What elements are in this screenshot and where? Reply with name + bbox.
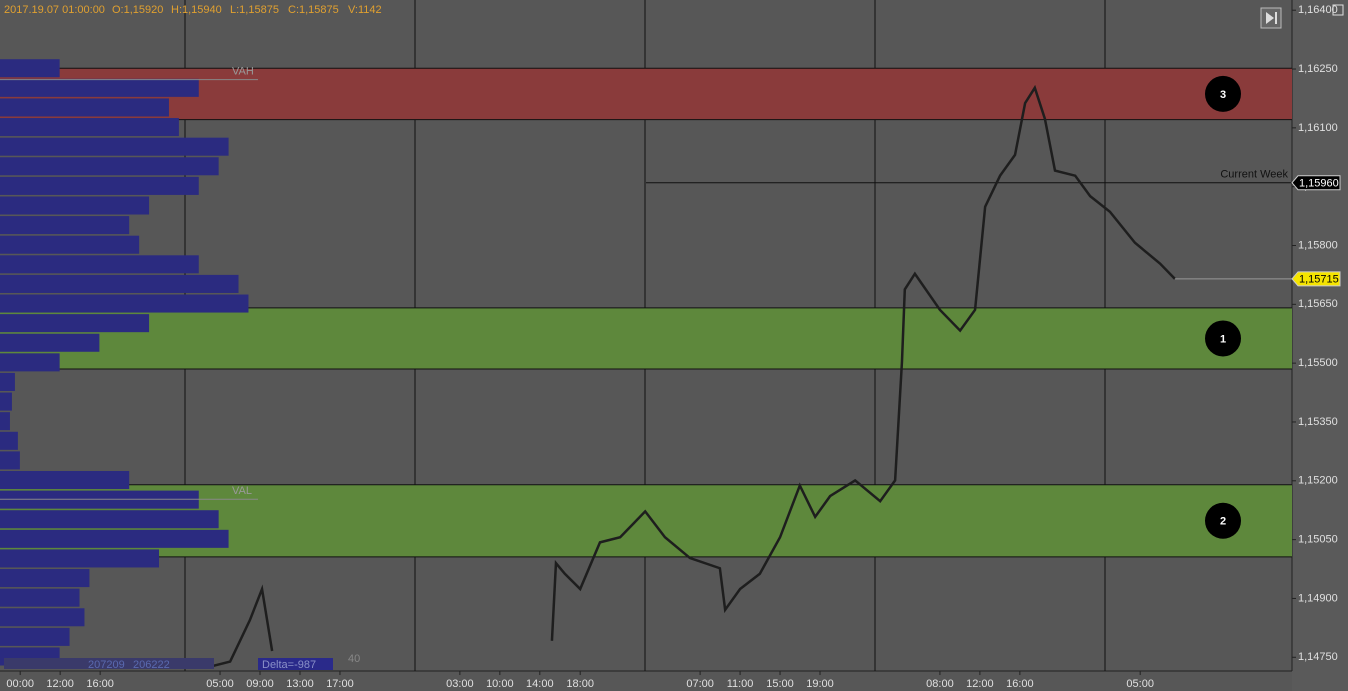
zone — [0, 307, 1292, 370]
profile-bar — [0, 510, 219, 529]
profile-bar — [0, 274, 239, 293]
x-tick-label: 03:00 — [446, 678, 474, 690]
x-tick-label: 16:00 — [86, 678, 114, 690]
y-tick-label: 1,16250 — [1298, 63, 1338, 75]
price-label: 1,15715 — [1299, 274, 1339, 286]
x-tick-label: 05:00 — [1126, 678, 1154, 690]
y-tick-label: 1,15500 — [1298, 357, 1338, 369]
profile-bar — [0, 372, 15, 391]
profile-bar — [0, 608, 85, 627]
value-area-label: VAH — [232, 66, 254, 78]
profile-bar — [0, 451, 20, 470]
x-tick-label: 15:00 — [766, 678, 794, 690]
x-tick-label: 12:00 — [46, 678, 74, 690]
x-tick-label: 12:00 — [966, 678, 994, 690]
x-tick-label: 05:00 — [206, 678, 234, 690]
y-tick-label: 1,15650 — [1298, 298, 1338, 310]
x-tick-label: 00:00 — [6, 678, 34, 690]
profile-bar — [0, 353, 60, 372]
zone — [0, 68, 1292, 120]
y-tick-label: 1,15050 — [1298, 534, 1338, 546]
profile-bar — [0, 294, 249, 313]
y-tick-label: 1,14750 — [1298, 651, 1338, 663]
x-tick-label: 13:00 — [286, 678, 314, 690]
x-tick-label: 16:00 — [1006, 678, 1034, 690]
price-label: 1,15960 — [1299, 178, 1339, 190]
profile-bar — [0, 196, 150, 215]
profile-bar — [0, 412, 10, 431]
x-tick-label: 18:00 — [566, 678, 594, 690]
zone-badge — [1205, 502, 1241, 539]
profile-bar — [0, 235, 140, 254]
profile-bar — [0, 431, 18, 450]
profile-bar — [0, 529, 229, 548]
price-line — [550, 84, 1176, 641]
plot: VAH VAL Current Week — [0, 66, 1292, 668]
x-tick-label: 14:00 — [526, 678, 554, 690]
x-tick-label: 11:00 — [727, 678, 754, 690]
zone-label: 2 — [1220, 516, 1226, 528]
profile-bar — [0, 627, 70, 646]
profile-bar — [0, 392, 12, 411]
profile-bar — [0, 216, 130, 235]
y-tick-label: 1,16100 — [1298, 122, 1338, 134]
header-high: H:1,15940 — [171, 4, 222, 16]
scroll-end-icon — [1266, 12, 1277, 24]
zone-badge — [1205, 320, 1241, 357]
x-tick-label: 07:00 — [686, 678, 714, 690]
profile-bar — [0, 118, 179, 137]
zone-label: 3 — [1220, 89, 1226, 101]
x-tick-label: 17:00 — [326, 678, 354, 690]
current-week-label: Current Week — [1220, 169, 1288, 181]
profile-bar — [0, 98, 169, 117]
price-axis-bg — [1292, 0, 1348, 691]
status-sell: 206222 — [133, 659, 170, 671]
y-tick-label: 1,15350 — [1298, 416, 1338, 428]
axes: 1,164001,162501,161001,159501,158001,156… — [6, 4, 1341, 690]
status-buy: 207209 — [88, 659, 125, 671]
header-close: C:1,15875 — [288, 4, 339, 16]
price-label-box — [1291, 271, 1341, 287]
y-tick-label: 1,15800 — [1298, 239, 1338, 251]
zone-label: 1 — [1220, 333, 1226, 345]
profile-bar — [0, 470, 130, 490]
profile-bar — [0, 176, 199, 195]
x-tick-label: 09:00 — [246, 678, 274, 690]
zone-badge — [1205, 75, 1241, 112]
x-tick-label: 19:00 — [806, 678, 834, 690]
status-delta: Delta=-987 — [262, 659, 316, 671]
profile-bar — [0, 588, 80, 607]
window-button[interactable] — [1332, 4, 1344, 16]
profile-bar — [0, 78, 199, 97]
header-volume: V:1142 — [348, 4, 382, 16]
price-line — [209, 584, 274, 668]
profile-bar — [0, 59, 60, 78]
header-open: O:1,15920 — [112, 4, 163, 16]
status-count: 40 — [348, 653, 360, 665]
profile-bar — [0, 137, 229, 156]
value-area-label: VAL — [232, 485, 252, 497]
y-tick-label: 1,15200 — [1298, 475, 1338, 487]
profile-bar — [0, 569, 90, 588]
price-label-box — [1291, 175, 1341, 191]
y-tick-label: 1,16400 — [1298, 4, 1338, 16]
y-tick-label: 1,14900 — [1298, 592, 1338, 604]
status-bar — [4, 658, 214, 669]
profile-bar — [0, 255, 199, 274]
volume-profile — [0, 59, 249, 666]
header-datetime: 2017.19.07 01:00:00 — [4, 4, 105, 16]
x-tick-label: 10:00 — [486, 678, 514, 690]
header-low: L:1,15875 — [230, 4, 279, 16]
x-tick-label: 08:00 — [926, 678, 954, 690]
profile-bar — [0, 314, 150, 333]
profile-bar — [0, 333, 100, 352]
delta-box — [258, 658, 333, 670]
profile-bar — [0, 549, 160, 568]
profile-bar — [0, 157, 219, 176]
